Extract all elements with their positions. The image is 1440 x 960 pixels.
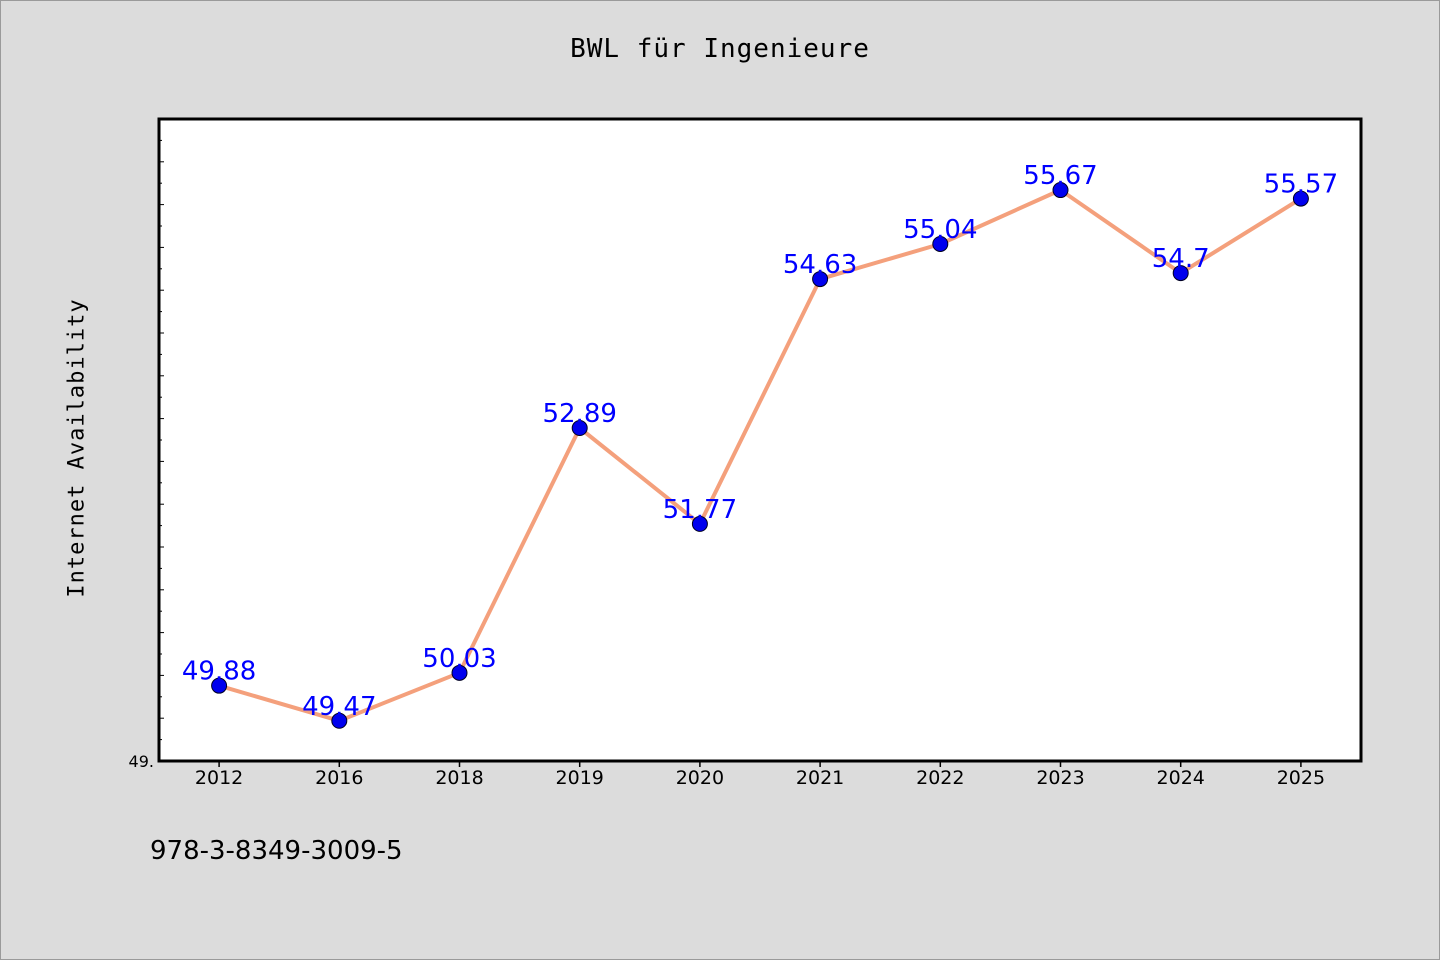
x-tick-label: 2024: [1157, 767, 1205, 789]
data-label: 55.04: [903, 215, 977, 245]
data-point: [812, 271, 829, 288]
data-label: 52.89: [542, 399, 616, 429]
data-point: [211, 677, 228, 694]
data-point: [932, 235, 949, 252]
x-tick-label: 2018: [435, 767, 483, 789]
data-point: [691, 515, 708, 532]
data-label-group: 49.88 49.47 50.03 52.89 51.77 54.63 55.04 55.67…: [182, 161, 1338, 722]
data-label: 55.67: [1023, 161, 1097, 191]
data-label: 50.03: [422, 644, 496, 674]
isbn-text: 978-3-8349-3009-5: [150, 836, 403, 866]
x-tick-label: 2012: [195, 767, 243, 789]
plot-area: [157, 117, 1363, 763]
data-label: 54.7: [1152, 244, 1210, 274]
data-label: 49.47: [302, 692, 376, 722]
data-point: [571, 420, 588, 437]
data-label: 54.63: [783, 250, 857, 280]
data-point: [451, 664, 468, 681]
x-tick-label: 2020: [676, 767, 724, 789]
x-tick-label: 2023: [1036, 767, 1084, 789]
series-line: [217, 188, 1303, 723]
marker-group: [211, 182, 1309, 729]
data-point: [1052, 182, 1069, 199]
x-tick-label: 2021: [796, 767, 844, 789]
x-tick-label: 2016: [315, 767, 363, 789]
data-point: [1172, 265, 1189, 282]
x-axis: 2012 2016 2018 2019 2020 2021 2022 2023 2024 2025: [195, 761, 1325, 789]
x-tick-label: 2022: [916, 767, 964, 789]
data-label: 51.77: [663, 495, 737, 525]
y-tick-label: 49.: [129, 752, 154, 771]
y-axis-ticks: [159, 139, 164, 741]
data-point: [1292, 190, 1309, 207]
series-line-group: [217, 188, 1303, 723]
x-tick-label: 2025: [1277, 767, 1325, 789]
data-point: [331, 712, 348, 729]
x-tick-label: 2019: [556, 767, 604, 789]
data-label: 55.57: [1264, 170, 1338, 200]
chart-title: BWL für Ingenieure: [570, 34, 870, 64]
data-label: 49.88: [182, 657, 256, 687]
